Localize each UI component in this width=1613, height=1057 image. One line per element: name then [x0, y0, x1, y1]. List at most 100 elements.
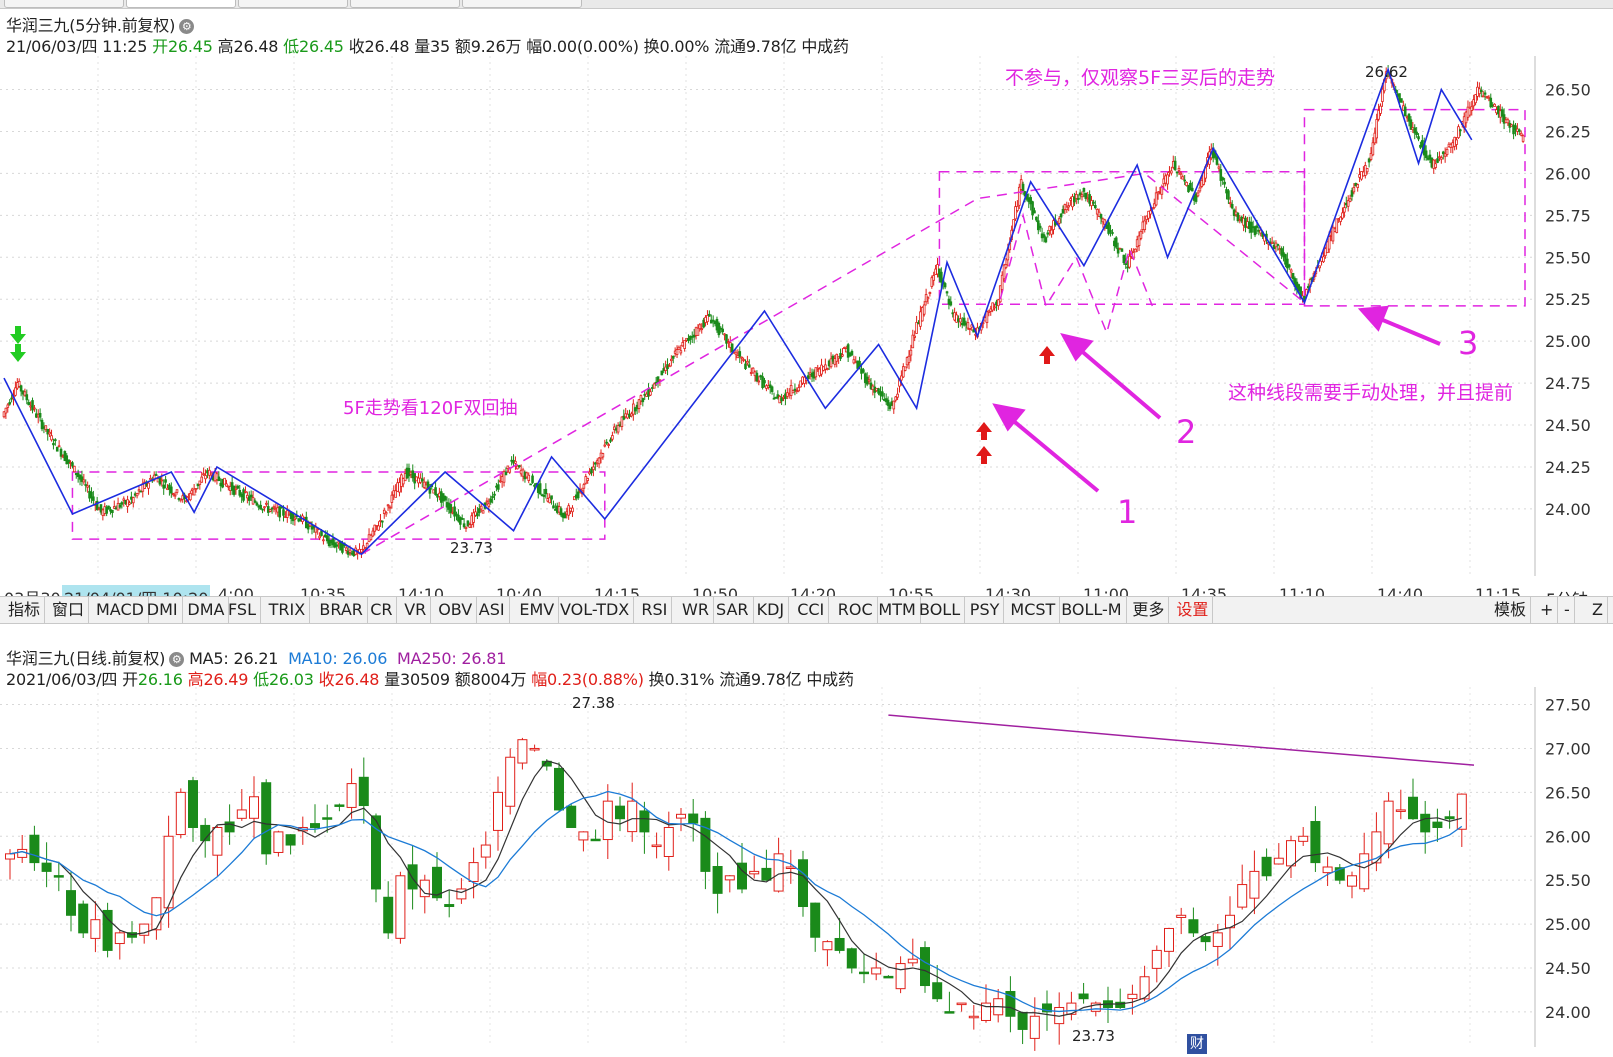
indicator-tab-psy[interactable]: PSY	[966, 597, 1005, 623]
ma250-line	[888, 714, 1475, 766]
candle-body	[131, 497, 135, 504]
tab-3[interactable]	[238, 0, 348, 8]
indicator-tab-mtm[interactable]: MTM	[874, 597, 921, 623]
indicator-tab-cci[interactable]: CCI	[793, 597, 830, 623]
toolbar-right-1[interactable]: +	[1536, 597, 1559, 623]
daily-candle-body	[590, 838, 601, 842]
lower-settings-icon[interactable]: ⚙	[169, 652, 185, 667]
candle-body	[1107, 222, 1110, 234]
tab-5[interactable]	[462, 0, 582, 8]
candle-body	[1409, 119, 1413, 130]
toolbar-right-3[interactable]: Z	[1588, 597, 1608, 623]
tab-2[interactable]	[126, 0, 236, 8]
candle-body	[1088, 194, 1091, 204]
candle-body	[945, 291, 949, 294]
candle-body	[478, 508, 481, 514]
candle-body	[261, 508, 264, 511]
toolbar-right-0[interactable]: 模板	[1490, 597, 1532, 623]
candle-body	[280, 506, 283, 509]
daily-candle-body	[5, 853, 15, 860]
indicator-tab-roc[interactable]: ROC	[834, 597, 878, 623]
daily-candle-body	[1286, 840, 1296, 867]
upper-chart[interactable]: 24.00 24.25 24.50 24.75 25.00 25.25 25.50 25.75…	[0, 56, 1613, 586]
indicator-tab-fsl[interactable]: FSL	[224, 597, 261, 623]
daily-candle-body	[1432, 821, 1443, 828]
indicator-tab-vr[interactable]: VR	[400, 597, 432, 623]
indicator-tab-设置[interactable]: 设置	[1172, 597, 1214, 623]
indicator-tab-emv[interactable]: EMV	[515, 597, 560, 623]
daily-candle-body	[1456, 793, 1467, 830]
candle-body	[1500, 109, 1504, 117]
candle-body	[1434, 163, 1437, 168]
tab-4[interactable]	[350, 0, 460, 8]
candle-body	[550, 495, 553, 500]
candle-body	[198, 480, 202, 485]
candle-body	[1166, 174, 1169, 185]
indicator-tab-vol-tdx[interactable]: VOL-TDX	[556, 597, 635, 623]
candle-body	[455, 513, 458, 516]
candle-body	[1514, 125, 1517, 130]
indicator-tab-boll-m[interactable]: BOLL-M	[1057, 597, 1127, 623]
indicator-tab-wr[interactable]: WR	[678, 597, 714, 623]
toolbar-right-2[interactable]: -	[1560, 597, 1575, 623]
lower-chart[interactable]: 24.00 24.50 25.00 25.50 26.00 26.50 27.00 27.50…	[0, 687, 1613, 1057]
candle-body	[335, 544, 339, 547]
candle-body	[493, 493, 496, 496]
indicator-tab-trix[interactable]: TRIX	[265, 597, 311, 623]
lower-float-label: 流通	[719, 670, 751, 689]
indicator-tab-boll[interactable]: BOLL	[915, 597, 966, 623]
indicator-tab-更多[interactable]: 更多	[1128, 597, 1170, 623]
candle-body	[487, 503, 491, 507]
daily-candle-body	[1176, 914, 1187, 918]
indicator-tab-dma[interactable]: DMA	[183, 597, 230, 623]
candle-body	[420, 478, 424, 482]
vol-label: 量	[414, 37, 431, 56]
indicator-tab-asi[interactable]: ASI	[475, 597, 510, 623]
candle-body	[609, 439, 612, 442]
daily-candle-body	[29, 834, 40, 864]
candle-body	[692, 334, 696, 338]
settings-icon[interactable]: ⚙	[179, 19, 195, 34]
candle-body	[1133, 248, 1137, 253]
y-tick-label: 24.50	[1545, 959, 1591, 978]
candle-body	[1002, 264, 1006, 280]
candle-body	[90, 491, 93, 499]
daily-candle-body	[700, 817, 711, 872]
daily-candle-body	[981, 1002, 991, 1021]
candle-body	[797, 387, 801, 392]
indicator-tab-dmi[interactable]: DMI	[143, 597, 183, 623]
indicator-tab-窗口[interactable]: 窗口	[48, 597, 90, 623]
candle-body	[1455, 139, 1458, 145]
candle-body	[272, 506, 276, 509]
indicator-tab-obv[interactable]: OBV	[434, 597, 478, 623]
daily-candle-body	[871, 967, 882, 975]
lower-close-label: 收	[318, 670, 335, 689]
candle-body	[770, 386, 774, 392]
indicator-tab-sar[interactable]: SAR	[712, 597, 754, 623]
indicator-tab-brar[interactable]: BRAR	[315, 597, 368, 623]
tab-1[interactable]	[4, 0, 124, 8]
close-label: 收	[348, 37, 365, 56]
indicator-tab-kdj[interactable]: KDJ	[753, 597, 790, 623]
candle-body	[107, 505, 110, 510]
y-tick-label: 26.00	[1545, 164, 1591, 183]
candle-body	[462, 523, 466, 528]
candle-body	[453, 506, 456, 517]
indicator-tab-指标[interactable]: 指标	[4, 597, 46, 623]
indicator-tab-macd[interactable]: MACD	[92, 597, 149, 623]
candle-body	[322, 539, 325, 542]
candle-body	[223, 477, 226, 485]
candle-body	[559, 508, 563, 516]
candle-body	[734, 351, 738, 355]
finance-badge[interactable]: 财	[1187, 1034, 1207, 1054]
candle-body	[154, 474, 158, 476]
indicator-tab-mcst[interactable]: MCST	[1006, 597, 1061, 623]
candle-body	[466, 520, 470, 527]
candle-body	[270, 507, 274, 510]
candle-body	[901, 366, 905, 378]
amt-label: 额	[454, 37, 471, 56]
indicator-tab-cr[interactable]: CR	[366, 597, 398, 623]
label-3: 3	[1458, 324, 1478, 362]
indicator-tab-rsi[interactable]: RSI	[637, 597, 673, 623]
daily-candle-body	[1237, 884, 1248, 908]
